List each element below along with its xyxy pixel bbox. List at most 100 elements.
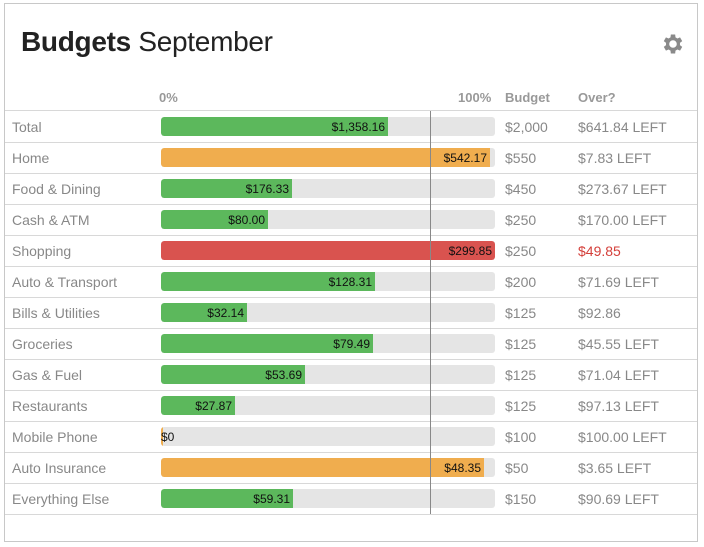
progress-fill bbox=[161, 427, 163, 446]
over-value: $641.84 LEFT bbox=[578, 119, 667, 135]
spent-amount: $32.14 bbox=[207, 306, 244, 320]
spent-amount: $80.00 bbox=[228, 213, 265, 227]
budget-row[interactable]: Home $542.17 $550 $7.83 LEFT bbox=[5, 142, 697, 174]
spent-amount: $59.31 bbox=[253, 492, 290, 506]
progress-track: $53.69 bbox=[161, 365, 495, 384]
progress-track: $48.35 bbox=[161, 458, 495, 477]
budget-row[interactable]: Mobile Phone $0 $100 $100.00 LEFT bbox=[5, 421, 697, 453]
progress-track: $176.33 bbox=[161, 179, 495, 198]
over-value: $273.67 LEFT bbox=[578, 181, 667, 197]
spent-amount: $79.49 bbox=[333, 337, 370, 351]
budget-row[interactable]: Auto Insurance $48.35 $50 $3.65 LEFT bbox=[5, 452, 697, 484]
progress-fill bbox=[161, 365, 305, 384]
budget-value: $450 bbox=[505, 181, 537, 197]
spent-amount: $542.17 bbox=[443, 151, 487, 165]
progress-fill bbox=[161, 241, 495, 260]
progress-fill bbox=[161, 148, 490, 167]
progress-track: $0 bbox=[161, 427, 495, 446]
budget-value: $125 bbox=[505, 367, 537, 383]
progress-fill bbox=[161, 489, 293, 508]
progress-fill bbox=[161, 117, 388, 136]
category-label: Total bbox=[12, 119, 42, 135]
title-month: September bbox=[138, 26, 273, 57]
category-label: Restaurants bbox=[12, 398, 88, 414]
over-value: $49.85 bbox=[578, 243, 621, 259]
column-header: 0% 100% Budget Over? bbox=[5, 84, 697, 111]
budget-row[interactable]: Gas & Fuel $53.69 $125 $71.04 LEFT bbox=[5, 359, 697, 391]
progress-track: $299.85 bbox=[161, 241, 495, 260]
over-value: $7.83 LEFT bbox=[578, 150, 652, 166]
over-value: $45.55 LEFT bbox=[578, 336, 659, 352]
spent-amount: $0 bbox=[161, 430, 175, 444]
budget-value: $100 bbox=[505, 429, 537, 445]
over-value: $71.04 LEFT bbox=[578, 367, 659, 383]
budget-value: $125 bbox=[505, 305, 537, 321]
progress-fill bbox=[161, 179, 292, 198]
budget-value: $250 bbox=[505, 212, 537, 228]
progress-fill bbox=[161, 210, 268, 229]
budget-value: $550 bbox=[505, 150, 537, 166]
category-label: Everything Else bbox=[12, 491, 110, 507]
title-label: Budgets bbox=[21, 26, 131, 57]
budget-value: $250 bbox=[505, 243, 537, 259]
budget-row[interactable]: Auto & Transport $128.31 $200 $71.69 LEFT bbox=[5, 266, 697, 298]
spent-amount: $299.85 bbox=[448, 244, 492, 258]
budget-value: $200 bbox=[505, 274, 537, 290]
spent-amount: $53.69 bbox=[265, 368, 302, 382]
spent-amount: $27.87 bbox=[195, 399, 232, 413]
header-budget: Budget bbox=[505, 90, 550, 105]
category-label: Auto Insurance bbox=[12, 460, 107, 476]
category-label: Auto & Transport bbox=[12, 274, 118, 290]
budget-panel: Budgets September 0% 100% Budget Over? T… bbox=[4, 3, 698, 542]
spent-amount: $128.31 bbox=[328, 275, 372, 289]
category-label: Bills & Utilities bbox=[12, 305, 100, 321]
category-label: Gas & Fuel bbox=[12, 367, 83, 383]
progress-fill bbox=[161, 396, 235, 415]
progress-track: $32.14 bbox=[161, 303, 495, 322]
budget-row[interactable]: Groceries $79.49 $125 $45.55 LEFT bbox=[5, 328, 697, 360]
header-zero-percent: 0% bbox=[159, 90, 178, 105]
budget-row[interactable]: Food & Dining $176.33 $450 $273.67 LEFT bbox=[5, 173, 697, 205]
budget-row[interactable]: Restaurants $27.87 $125 $97.13 LEFT bbox=[5, 390, 697, 422]
budget-value: $50 bbox=[505, 460, 529, 476]
over-value: $90.69 LEFT bbox=[578, 491, 659, 507]
progress-track: $79.49 bbox=[161, 334, 495, 353]
progress-fill bbox=[161, 334, 373, 353]
over-value: $97.13 LEFT bbox=[578, 398, 659, 414]
progress-track: $1,358.16 bbox=[161, 117, 495, 136]
category-label: Groceries bbox=[12, 336, 73, 352]
budget-value: $2,000 bbox=[505, 119, 548, 135]
over-value: $100.00 LEFT bbox=[578, 429, 667, 445]
category-label: Home bbox=[12, 150, 50, 166]
progress-fill bbox=[161, 303, 247, 322]
hundred-percent-marker bbox=[430, 111, 431, 514]
spent-amount: $48.35 bbox=[444, 461, 481, 475]
budget-row[interactable]: Total $1,358.16 $2,000 $641.84 LEFT bbox=[5, 111, 697, 143]
spent-amount: $176.33 bbox=[245, 182, 289, 196]
progress-track: $542.17 bbox=[161, 148, 495, 167]
budget-row[interactable]: Everything Else $59.31 $150 $90.69 LEFT bbox=[5, 483, 697, 515]
category-label: Food & Dining bbox=[12, 181, 101, 197]
header-hundred-percent: 100% bbox=[458, 90, 492, 105]
progress-fill bbox=[161, 458, 484, 477]
budget-row[interactable]: Cash & ATM $80.00 $250 $170.00 LEFT bbox=[5, 204, 697, 236]
budget-row[interactable]: Shopping $299.85 $250 $49.85 bbox=[5, 235, 697, 267]
budget-value: $125 bbox=[505, 336, 537, 352]
budget-row[interactable]: Bills & Utilities $32.14 $125 $92.86 bbox=[5, 297, 697, 329]
budget-value: $150 bbox=[505, 491, 537, 507]
gear-icon[interactable] bbox=[660, 31, 686, 57]
category-label: Shopping bbox=[12, 243, 72, 259]
over-value: $92.86 bbox=[578, 305, 621, 321]
over-value: $170.00 LEFT bbox=[578, 212, 667, 228]
spent-amount: $1,358.16 bbox=[331, 120, 385, 134]
progress-track: $80.00 bbox=[161, 210, 495, 229]
over-value: $3.65 LEFT bbox=[578, 460, 652, 476]
progress-track: $59.31 bbox=[161, 489, 495, 508]
category-label: Mobile Phone bbox=[12, 429, 98, 445]
progress-track: $27.87 bbox=[161, 396, 495, 415]
progress-track: $128.31 bbox=[161, 272, 495, 291]
budget-value: $125 bbox=[505, 398, 537, 414]
progress-fill bbox=[161, 272, 375, 291]
category-label: Cash & ATM bbox=[12, 212, 90, 228]
header-over: Over? bbox=[578, 90, 616, 105]
